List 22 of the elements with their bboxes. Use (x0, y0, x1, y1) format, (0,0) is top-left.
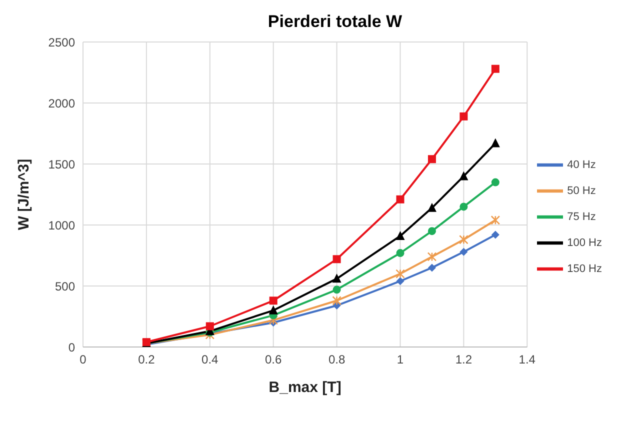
x-tick-label: 0.4 (202, 352, 219, 367)
y-tick-label: 0 (68, 340, 76, 354)
y-tick-label: 1000 (48, 218, 76, 232)
x-tick-label: 1.4 (518, 352, 536, 367)
x-tick-label: 1 (396, 352, 404, 367)
legend-label: 40 Hz (567, 158, 596, 171)
legend-label: 75 Hz (567, 210, 596, 223)
legend-label: 50 Hz (567, 184, 596, 197)
x-axis-title: B_max [T] (268, 379, 342, 396)
x-tick-label: 0.8 (328, 352, 346, 367)
y-axis-title: W [J/m^3] (15, 158, 32, 230)
x-tick-label: 0.6 (265, 352, 282, 367)
x-tick-label: 0.2 (138, 352, 156, 367)
chart-title: Pierderi totale W (266, 12, 404, 32)
legend-label: 100 Hz (567, 236, 602, 249)
y-tick-label: 500 (54, 279, 76, 294)
legend-label: 150 Hz (567, 262, 602, 275)
x-tick-label: 0 (80, 352, 87, 367)
x-tick-label: 1.2 (455, 352, 472, 367)
y-tick-label: 1500 (48, 157, 76, 172)
y-tick-label: 2000 (48, 96, 76, 110)
y-tick-label: 2500 (48, 35, 76, 50)
